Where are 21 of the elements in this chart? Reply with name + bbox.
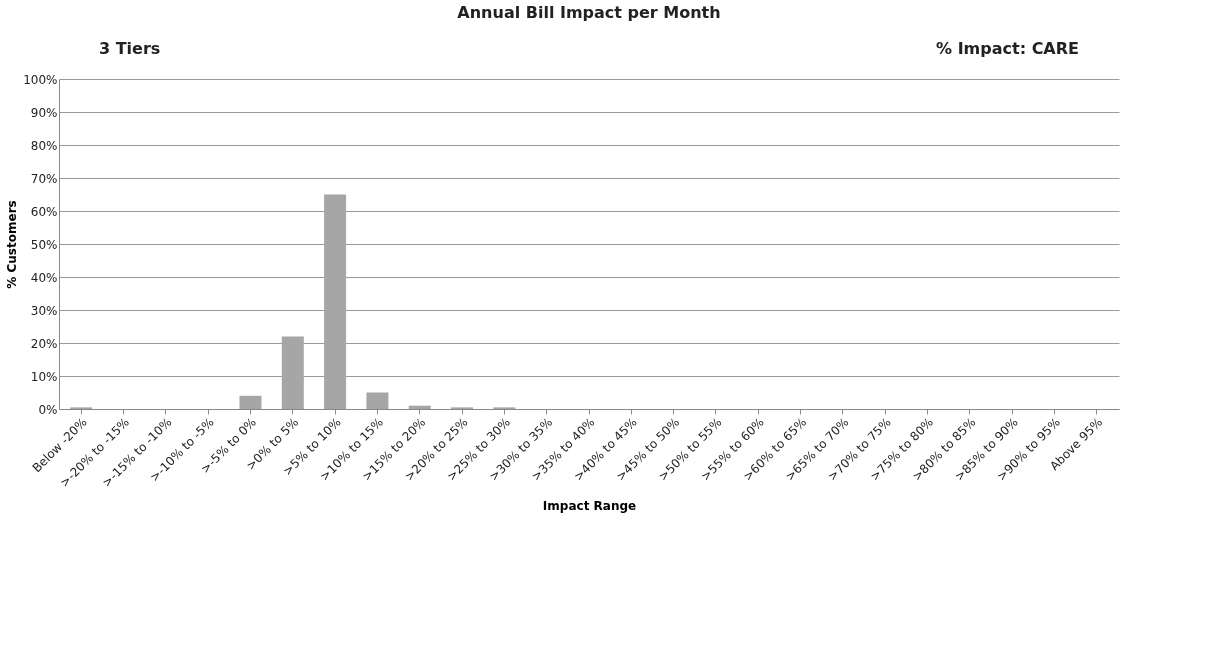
y-tick-label: 90%: [30, 105, 58, 120]
bar: [281, 336, 304, 409]
y-tick-label: 20%: [30, 336, 58, 351]
bar: [408, 405, 431, 409]
y-tick-label: 70%: [30, 171, 58, 186]
text: 3 Tiers: [99, 39, 161, 58]
y-tick-label: 30%: [30, 303, 58, 318]
y-tick-label: 50%: [30, 237, 58, 252]
y-tick-label: 100%: [23, 72, 58, 87]
y-tick-label: 0%: [38, 402, 58, 417]
y-tick-label: 60%: [30, 204, 58, 219]
y-axis-title: % Customers: [5, 200, 20, 289]
bar: [239, 395, 262, 409]
bar: [366, 392, 389, 409]
chart-title: Annual Bill Impact per Month: [457, 3, 721, 22]
x-axis-title: Impact Range: [542, 499, 637, 514]
y-tick-label: 10%: [30, 369, 58, 384]
y-tick-label: 40%: [30, 270, 58, 285]
text: % Impact: CARE: [936, 39, 1079, 58]
y-tick-label: 80%: [30, 138, 58, 153]
bar: [324, 194, 347, 409]
